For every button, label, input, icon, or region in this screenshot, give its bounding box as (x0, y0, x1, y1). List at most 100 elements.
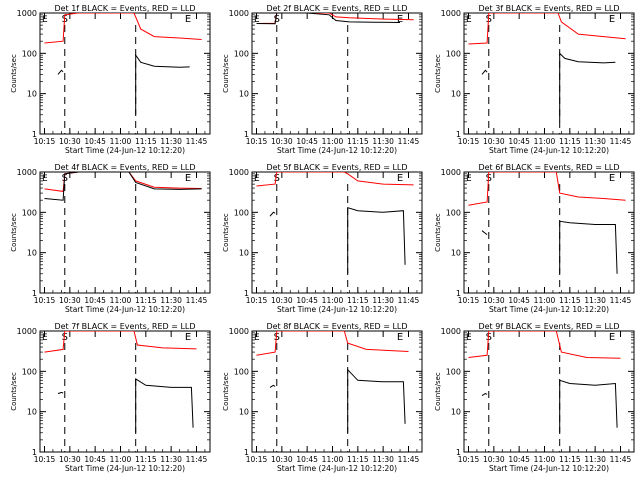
y-tick-label: 10 (27, 408, 37, 417)
x-tick-label: 11:30 (372, 137, 394, 146)
x-tick-label: 11:00 (534, 296, 556, 305)
plot-frame (251, 330, 423, 453)
x-tick-label: 11:15 (347, 455, 369, 464)
panel-4: Det 4f BLACK = Events, RED = LLD 1 10 100 10… (10, 163, 211, 314)
events-series-line-post (135, 53, 190, 115)
corner-marker: E (466, 174, 472, 184)
marker-s: S (274, 173, 280, 184)
x-tick-label: 10:45 (84, 137, 106, 146)
events-series-line (256, 13, 401, 25)
plot-frame (39, 330, 211, 453)
x-axis-label: Start Time (24-Jun-12 10:12:20) (277, 146, 397, 155)
x-tick-label: 10:45 (84, 296, 106, 305)
panel-8: Det 8f BLACK = Events, RED = LLD 1 10 100 10… (222, 322, 423, 473)
x-tick-label: 11:15 (559, 455, 581, 464)
x-tick-label: 10:30 (271, 455, 293, 464)
x-tick-label: 11:30 (584, 296, 606, 305)
x-tick-label: 10:15 (34, 296, 56, 305)
x-tick-label: 11:30 (584, 455, 606, 464)
x-tick-label: 10:15 (458, 455, 480, 464)
x-tick-label: 11:30 (372, 296, 394, 305)
panel-title: Det 4f BLACK = Events, RED = LLD (54, 163, 195, 172)
events-series-line-post (135, 377, 194, 433)
y-axis-label: Counts/sec (434, 213, 442, 252)
y-tick-label: 100 (446, 49, 461, 58)
x-tick-label: 10:45 (296, 137, 318, 146)
y-tick-label: 100 (234, 49, 249, 58)
plot-frame (251, 12, 423, 135)
x-tick-label: 10:30 (483, 296, 505, 305)
events-series-line (57, 391, 64, 395)
x-tick-label: 10:30 (483, 455, 505, 464)
x-tick-label: 11:15 (347, 137, 369, 146)
y-tick-label: 100 (22, 367, 37, 376)
x-axis-label: Start Time (24-Jun-12 10:12:20) (65, 305, 185, 314)
x-tick-label: 11:15 (559, 137, 581, 146)
panel-6: Det 6f BLACK = Events, RED = LLD 1 10 100 10… (434, 163, 635, 314)
lld-series-line (256, 331, 409, 356)
y-axis-label: Counts/sec (434, 54, 442, 93)
x-tick-label: 10:15 (34, 137, 56, 146)
y-tick-label: 1000 (229, 327, 249, 336)
x-tick-label: 11:00 (322, 137, 344, 146)
y-tick-label: 1 (244, 448, 249, 457)
lld-series-line (468, 172, 626, 206)
marker-e: E (185, 173, 191, 184)
panel-title: Det 8f BLACK = Events, RED = LLD (266, 322, 407, 331)
x-tick-label: 10:30 (59, 296, 81, 305)
lld-series-line (44, 13, 202, 44)
lld-series-line (44, 172, 202, 192)
events-series-line-post (559, 52, 616, 122)
y-tick-label: 100 (446, 367, 461, 376)
lld-series-line (468, 13, 626, 45)
panel-7: Det 7f BLACK = Events, RED = LLD 1 10 100 10… (10, 322, 211, 473)
corner-marker: E (254, 174, 260, 184)
y-axis-label: Counts/sec (222, 372, 230, 411)
panel-title: Det 6f BLACK = Events, RED = LLD (478, 163, 619, 172)
x-tick-label: 10:30 (483, 137, 505, 146)
x-tick-label: 11:45 (398, 296, 420, 305)
x-tick-label: 11:45 (610, 455, 632, 464)
y-tick-label: 10 (239, 249, 249, 258)
x-axis-label: Start Time (24-Jun-12 10:12:20) (65, 464, 185, 473)
panel-title: Det 5f BLACK = Events, RED = LLD (266, 163, 407, 172)
x-tick-label: 10:30 (271, 137, 293, 146)
x-tick-label: 11:00 (534, 455, 556, 464)
events-series-line (57, 69, 64, 75)
x-tick-label: 11:00 (322, 296, 344, 305)
x-tick-label: 11:15 (347, 296, 369, 305)
x-tick-label: 11:45 (186, 455, 208, 464)
y-tick-label: 100 (22, 49, 37, 58)
x-axis-label: Start Time (24-Jun-12 10:12:20) (277, 305, 397, 314)
events-series-line (481, 230, 488, 236)
x-tick-label: 11:45 (610, 137, 632, 146)
panel-title: Det 9f BLACK = Events, RED = LLD (478, 322, 619, 331)
panel-3: Det 3f BLACK = Events, RED = LLD 1 10 100 10… (434, 4, 635, 155)
lld-series-line (468, 331, 621, 359)
y-tick-label: 1 (32, 448, 37, 457)
plot-frame (251, 171, 423, 294)
x-tick-label: 11:00 (110, 455, 132, 464)
corner-marker: E (42, 333, 48, 343)
y-tick-label: 1 (32, 130, 37, 139)
plot-frame (463, 171, 635, 294)
y-tick-label: 1 (244, 289, 249, 298)
x-axis-label: Start Time (24-Jun-12 10:12:20) (489, 146, 609, 155)
lld-series-line (44, 331, 197, 353)
x-tick-label: 10:30 (271, 296, 293, 305)
x-axis-label: Start Time (24-Jun-12 10:12:20) (489, 464, 609, 473)
x-tick-label: 11:15 (135, 296, 157, 305)
marker-s: S (274, 14, 280, 25)
y-tick-label: 10 (239, 90, 249, 99)
y-tick-label: 10 (451, 249, 461, 258)
plot-frame (463, 330, 635, 453)
plot-frame (39, 12, 211, 135)
y-tick-label: 10 (27, 90, 37, 99)
events-series-line-post (559, 379, 618, 433)
corner-marker: E (42, 15, 48, 25)
y-tick-label: 100 (234, 367, 249, 376)
plot-frame (39, 171, 211, 294)
y-tick-label: 1 (244, 130, 249, 139)
x-tick-label: 10:45 (84, 455, 106, 464)
panel-title: Det 1f BLACK = Events, RED = LLD (54, 4, 195, 13)
